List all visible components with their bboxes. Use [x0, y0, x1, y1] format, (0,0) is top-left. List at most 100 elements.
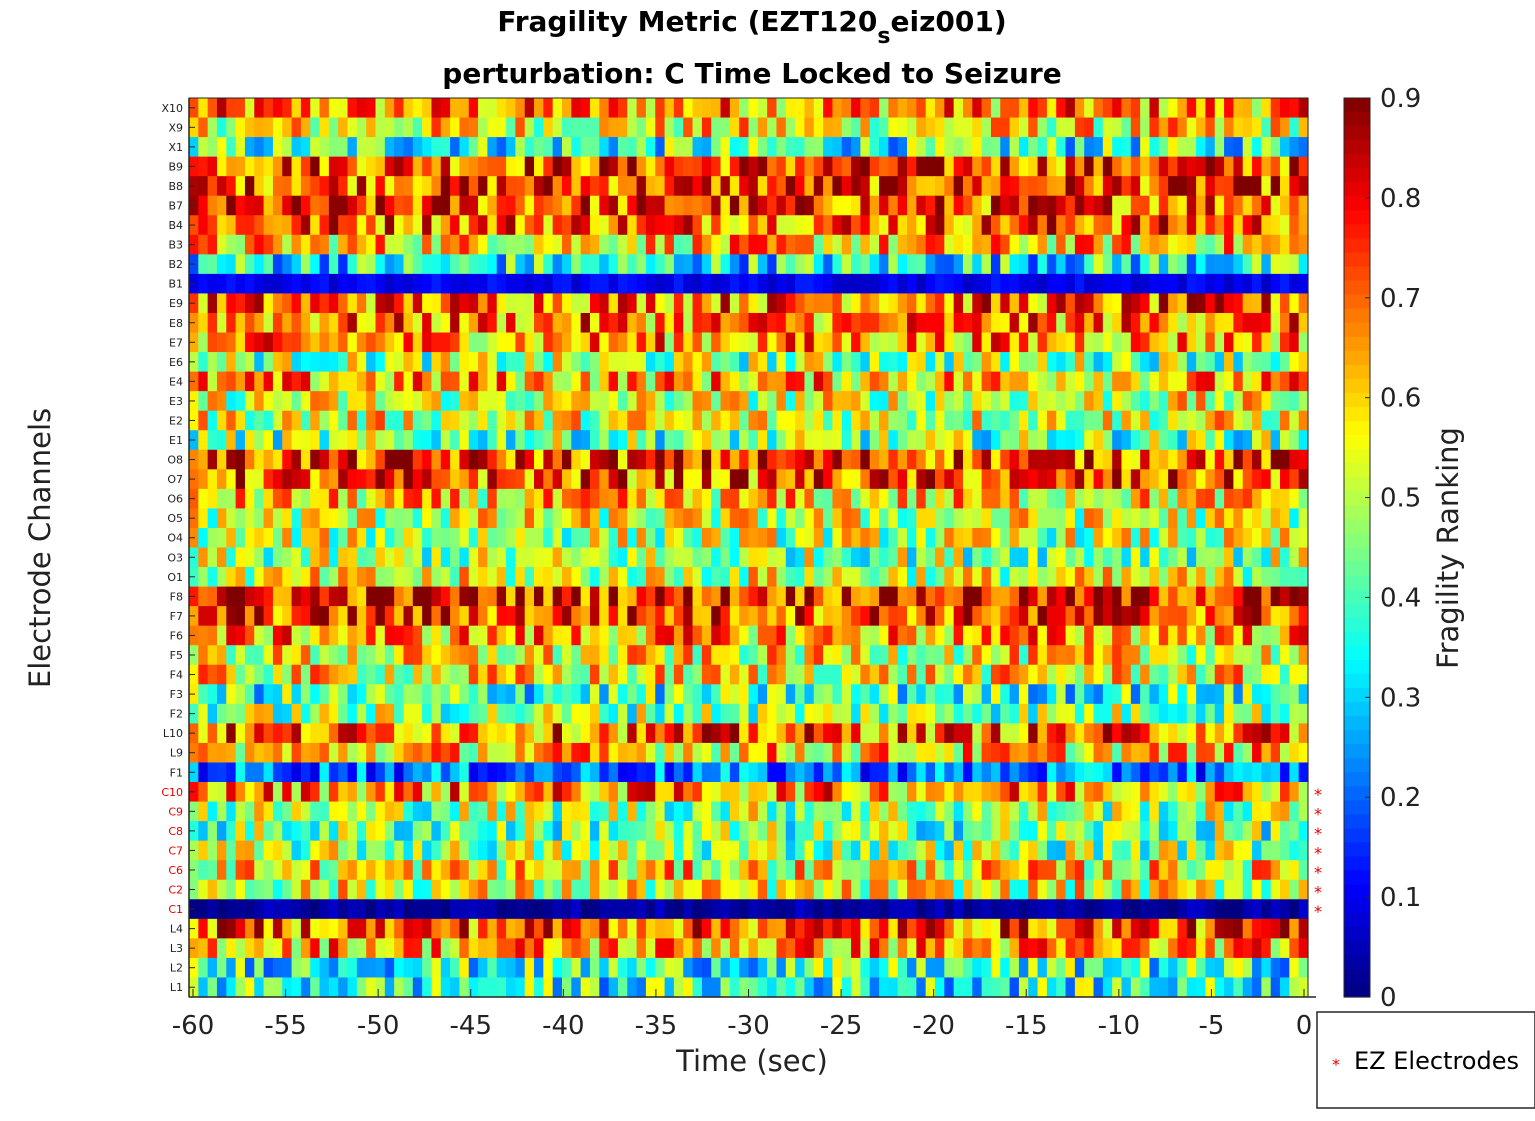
- heatmap-cell: [226, 586, 237, 607]
- heatmap-cell: [664, 606, 675, 627]
- heatmap-cell: [888, 762, 899, 783]
- heatmap-cell: [394, 606, 405, 627]
- heatmap-cell: [608, 664, 619, 685]
- heatmap-cell: [254, 117, 265, 138]
- heatmap-cell: [1205, 860, 1216, 881]
- heatmap-cell: [739, 899, 750, 920]
- heatmap-cell: [534, 488, 544, 510]
- heatmap-cell: [823, 606, 834, 627]
- heatmap-cell: [226, 625, 237, 646]
- heatmap-cell: [851, 879, 861, 900]
- heatmap-cell: [1140, 488, 1151, 510]
- heatmap-cell: [757, 723, 768, 744]
- heatmap-cell: [254, 703, 265, 724]
- heatmap-cell: [1177, 527, 1188, 549]
- heatmap-cell: [1280, 586, 1290, 607]
- heatmap-cell: [599, 449, 610, 470]
- heatmap-cell: [1130, 645, 1141, 666]
- heatmap-cell: [1093, 391, 1104, 412]
- heatmap-cell: [1196, 117, 1207, 138]
- heatmap-cell: [599, 606, 610, 627]
- heatmap-cell: [1233, 567, 1244, 588]
- heatmap-cell: [1205, 332, 1216, 353]
- heatmap-cell: [328, 703, 339, 724]
- heatmap-cell: [580, 469, 591, 490]
- heatmap-cell: [580, 586, 591, 607]
- heatmap-cell: [515, 312, 526, 334]
- heatmap-cell: [515, 703, 526, 724]
- heatmap-cell: [1186, 332, 1197, 353]
- heatmap-cell: [888, 703, 899, 724]
- heatmap-cell: [1149, 117, 1160, 138]
- heatmap-cell: [338, 469, 349, 490]
- heatmap-cell: [459, 215, 470, 236]
- heatmap-cell: [1046, 645, 1057, 666]
- heatmap-cell: [1000, 430, 1011, 451]
- heatmap-cell: [1158, 156, 1169, 177]
- heatmap-cell: [935, 860, 945, 881]
- heatmap-cell: [356, 371, 367, 392]
- heatmap-cell: [515, 723, 526, 744]
- heatmap-cell: [981, 156, 992, 177]
- heatmap-cell: [589, 254, 600, 275]
- heatmap-cell: [944, 684, 955, 705]
- heatmap-cell: [1112, 469, 1123, 490]
- heatmap-cell: [636, 703, 647, 724]
- heatmap-cell: [1028, 879, 1039, 900]
- heatmap-cell: [664, 312, 675, 334]
- heatmap-cell: [347, 176, 358, 197]
- heatmap-cell: [888, 782, 899, 803]
- heatmap-cell: [981, 527, 992, 549]
- heatmap-cell: [1196, 332, 1207, 353]
- heatmap-cell: [328, 117, 339, 138]
- heatmap-cell: [412, 860, 423, 881]
- heatmap-cell: [412, 352, 423, 373]
- heatmap-cell: [1149, 762, 1160, 783]
- heatmap-cell: [263, 801, 274, 822]
- heatmap-cell: [375, 254, 386, 275]
- heatmap-cell: [459, 371, 470, 392]
- heatmap-cell: [869, 567, 880, 588]
- heatmap-cell: [450, 782, 461, 803]
- heatmap-cell: [785, 332, 796, 353]
- heatmap-cell: [907, 273, 917, 295]
- heatmap-cell: [1214, 586, 1225, 607]
- heatmap-cell: [1009, 508, 1020, 529]
- heatmap-cell: [515, 352, 526, 373]
- heatmap-cell: [403, 215, 414, 236]
- heatmap-cell: [431, 742, 442, 764]
- heatmap-cell: [1130, 352, 1141, 373]
- heatmap-cell: [1074, 742, 1085, 764]
- heatmap-cell: [823, 899, 834, 920]
- heatmap-cell: [832, 312, 843, 334]
- heatmap-cell: [636, 879, 647, 900]
- heatmap-cell: [1065, 547, 1076, 568]
- heatmap-cell: [1280, 645, 1290, 666]
- heatmap-cell: [1214, 273, 1225, 295]
- heatmap-cell: [1028, 782, 1039, 803]
- heatmap-cell: [384, 567, 395, 588]
- heatmap-cell: [1102, 195, 1113, 216]
- heatmap-cell: [1037, 664, 1048, 685]
- heatmap-cell: [1261, 840, 1272, 861]
- heatmap-cell: [804, 684, 815, 705]
- heatmap-cell: [795, 860, 806, 881]
- heatmap-cell: [356, 430, 367, 451]
- heatmap-cell: [935, 98, 945, 119]
- heatmap-cell: [534, 508, 544, 529]
- heatmap-cell: [1093, 410, 1104, 431]
- heatmap-cell: [953, 293, 964, 314]
- heatmap-cell: [1280, 547, 1290, 568]
- heatmap-cell: [487, 195, 498, 216]
- heatmap-cell: [515, 273, 526, 295]
- heatmap-cell: [916, 449, 927, 470]
- heatmap-cell: [235, 312, 246, 334]
- heatmap-cell: [515, 156, 526, 177]
- heatmap-cell: [589, 488, 600, 510]
- heatmap-cell: [226, 488, 237, 510]
- heatmap-cell: [1280, 567, 1290, 588]
- heatmap-cell: [655, 742, 666, 764]
- heatmap-cell: [198, 703, 209, 724]
- heatmap-cell: [1158, 488, 1169, 510]
- heatmap-cell: [1177, 782, 1188, 803]
